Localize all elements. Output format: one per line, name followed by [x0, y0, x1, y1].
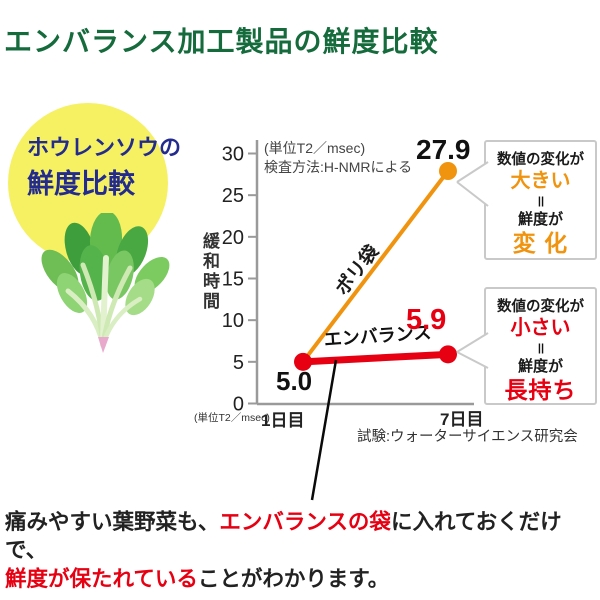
callout-changed-head: 数値の変化が: [497, 152, 584, 168]
badge-line2: 鮮度比較: [27, 169, 135, 199]
spinach-illustration: [41, 213, 170, 353]
callout-box-freshness-changed: 数値の変化が 大きい ＝ 鮮度が 変 化: [484, 140, 597, 260]
callout-kept-head: 数値の変化が: [497, 299, 584, 315]
footer-text: 痛みやすい葉野菜も、エンバランスの袋に入れておくだけで、鮮度が保たれていることが…: [5, 508, 599, 593]
chart-unit-note: (単位T2／msec): [264, 140, 366, 156]
svg-text:20: 20: [222, 227, 244, 249]
equals-sign: ＝: [532, 195, 548, 209]
y-axis-title: 緩和時間: [200, 232, 219, 312]
callout-kept-em2: 長持ち: [504, 377, 577, 404]
footer-seg1: 痛みやすい葉野菜も、: [5, 510, 220, 534]
svg-text:5: 5: [233, 352, 244, 374]
callout-kept-mid: 鮮度が: [517, 358, 563, 376]
page-title: エンバランス加工製品の鮮度比較: [4, 26, 439, 57]
callout-changed-em2: 変 化: [512, 230, 569, 257]
footer-highlight-fresh: 鮮度が保たれている: [5, 566, 198, 591]
chart-source-note: 試験:ウォーターサイエンス研究会: [357, 429, 578, 445]
equals-sign: ＝: [532, 342, 548, 356]
svg-text:30: 30: [222, 144, 244, 166]
callout-kept-em1: 小さい: [510, 317, 571, 340]
value-label-day1: 5.0: [276, 366, 313, 396]
footer-seg3: に入れておくだけで、: [5, 510, 562, 563]
svg-text:25: 25: [222, 185, 244, 207]
callout-changed-mid: 鮮度が: [517, 211, 563, 229]
svg-text:15: 15: [222, 269, 244, 291]
svg-text:ポリ袋: ポリ袋: [330, 240, 384, 300]
callout-changed-em1: 大きい: [510, 170, 571, 193]
x-tick-day1: 1日目: [261, 411, 305, 430]
callout-box-freshness-kept: 数値の変化が 小さい ＝ 鮮度が 長持ち: [484, 287, 597, 405]
footer-highlight-bag: エンバランスの袋: [219, 510, 391, 534]
chart-unit-note-bottom: (単位T2／msec): [194, 412, 270, 424]
footer-seg5: ことがわかります。: [197, 566, 390, 591]
badge-text: ホウレンソウの 鮮度比較: [27, 131, 181, 205]
value-label-embalance-day7: 5.9: [406, 304, 447, 336]
x-tick-day7: 7日目: [440, 410, 484, 429]
value-label-polybag-day7: 27.9: [416, 134, 471, 165]
badge-line1: ホウレンソウの: [27, 135, 182, 160]
svg-text:10: 10: [222, 310, 244, 332]
chart-method-note: 検査方法:H-NMRによる: [264, 159, 413, 175]
